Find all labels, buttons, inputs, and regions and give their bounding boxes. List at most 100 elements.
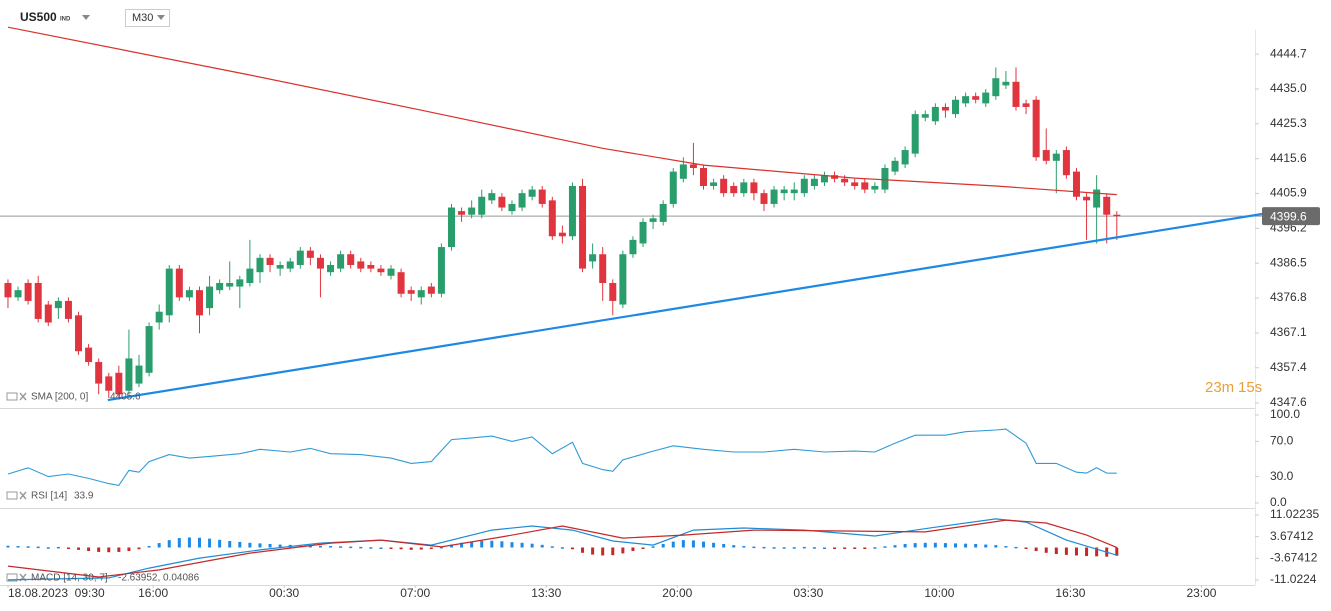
candle-body: [236, 279, 244, 287]
y-tick-label: 4444.7: [1270, 46, 1307, 60]
settings-icon[interactable]: [6, 491, 18, 500]
rsi-line: [7, 428, 1117, 487]
histogram-bar: [389, 547, 393, 549]
candle-body: [478, 196, 486, 215]
candle-body: [568, 185, 576, 237]
candle-body: [296, 250, 304, 266]
histogram-bar: [631, 547, 635, 552]
histogram-bar: [429, 547, 433, 549]
histogram-bar: [833, 547, 837, 549]
candle-body: [710, 182, 718, 186]
candle-body: [780, 189, 788, 194]
histogram-bar: [581, 547, 585, 553]
histogram-bar: [449, 544, 453, 548]
histogram-bar: [268, 543, 272, 548]
histogram-bar: [1085, 547, 1089, 557]
candle-body: [1093, 189, 1101, 208]
histogram-bar: [409, 547, 413, 550]
candle-body: [206, 286, 214, 309]
histogram-bar: [913, 543, 917, 548]
candle-body: [962, 96, 970, 104]
candle-body: [417, 290, 425, 298]
symbol[interactable]: US500: [20, 10, 57, 24]
candle-body: [387, 268, 395, 276]
y-tick-label: 4386.5: [1270, 255, 1307, 269]
candle-body: [64, 300, 72, 319]
histogram-bar: [369, 547, 373, 549]
histogram-bar: [681, 540, 685, 548]
settings-icon[interactable]: [6, 573, 18, 582]
candle-body: [407, 290, 415, 294]
histogram-bar: [439, 546, 443, 549]
candle-body: [720, 178, 728, 194]
candle-body: [75, 315, 83, 352]
y-tick-label: 100.0: [1270, 407, 1300, 421]
y-tick-label: -3.67412: [1270, 551, 1318, 565]
close-icon[interactable]: [19, 491, 27, 500]
candle-body: [155, 311, 163, 323]
candle-body: [831, 175, 839, 179]
candle-body: [1022, 103, 1030, 107]
histogram-bar: [702, 541, 706, 548]
candle-body: [1113, 214, 1121, 217]
candle-body: [458, 211, 466, 215]
histogram-bar: [772, 547, 776, 549]
dropdown-arrow[interactable]: [157, 15, 165, 20]
candle-body: [548, 200, 556, 237]
histogram-bar: [56, 546, 60, 549]
histogram-bar: [26, 546, 30, 548]
candle-body: [679, 164, 687, 179]
histogram-bar: [530, 543, 534, 548]
histogram-bar: [1034, 547, 1038, 552]
candle-body: [689, 164, 697, 169]
histogram-bar: [77, 547, 81, 550]
y-tick-label: -11.0224: [1270, 572, 1317, 586]
settings-icon[interactable]: [6, 392, 18, 401]
x-tick-label: 07:00: [400, 586, 430, 600]
candle-body: [871, 185, 879, 190]
x-tick-label: 20:00: [662, 586, 692, 600]
histogram-bar: [1115, 547, 1119, 556]
candle-body: [185, 290, 193, 298]
histogram-bar: [1064, 547, 1068, 555]
x-tick-label: 10:00: [924, 586, 954, 600]
dropdown-arrow[interactable]: [82, 15, 90, 20]
interval-box[interactable]: [125, 9, 170, 27]
histogram-bar: [1054, 547, 1058, 554]
histogram-bar: [87, 547, 91, 552]
close-icon[interactable]: [19, 392, 27, 401]
histogram-bar: [399, 547, 403, 550]
candle-body: [508, 203, 516, 212]
candle-body: [337, 254, 345, 269]
histogram-bar: [984, 544, 988, 548]
candle-body: [579, 185, 587, 269]
histogram-bar: [6, 545, 10, 548]
candle-body: [226, 282, 234, 287]
histogram-bar: [873, 547, 877, 549]
histogram-bar: [248, 542, 252, 548]
candle-body: [488, 193, 496, 201]
candle-body: [397, 272, 405, 294]
y-tick-label: 4376.8: [1270, 290, 1307, 304]
indicator-name: RSI [14]: [31, 491, 67, 502]
y-tick-label: 70.0: [1270, 434, 1294, 448]
y-tick-label: 4367.1: [1270, 325, 1307, 339]
candle-body: [175, 268, 183, 298]
sma-line: [7, 26, 1117, 196]
candle-body: [327, 265, 335, 273]
histogram-bar: [147, 546, 151, 548]
y-tick-label: 0.0: [1270, 495, 1287, 509]
candle-body: [437, 247, 445, 294]
candle-body: [700, 168, 708, 186]
candle-body: [24, 282, 32, 301]
histogram-bar: [974, 543, 978, 548]
histogram-bar: [853, 547, 857, 549]
candle-body: [1002, 81, 1010, 86]
candle-body: [841, 178, 849, 183]
histogram-bar: [782, 547, 786, 549]
interval[interactable]: M30: [132, 12, 153, 24]
histogram-bar: [762, 546, 766, 549]
y-tick-label: 4435.0: [1270, 81, 1307, 95]
histogram-bar: [117, 547, 121, 552]
candle-body: [891, 160, 899, 172]
